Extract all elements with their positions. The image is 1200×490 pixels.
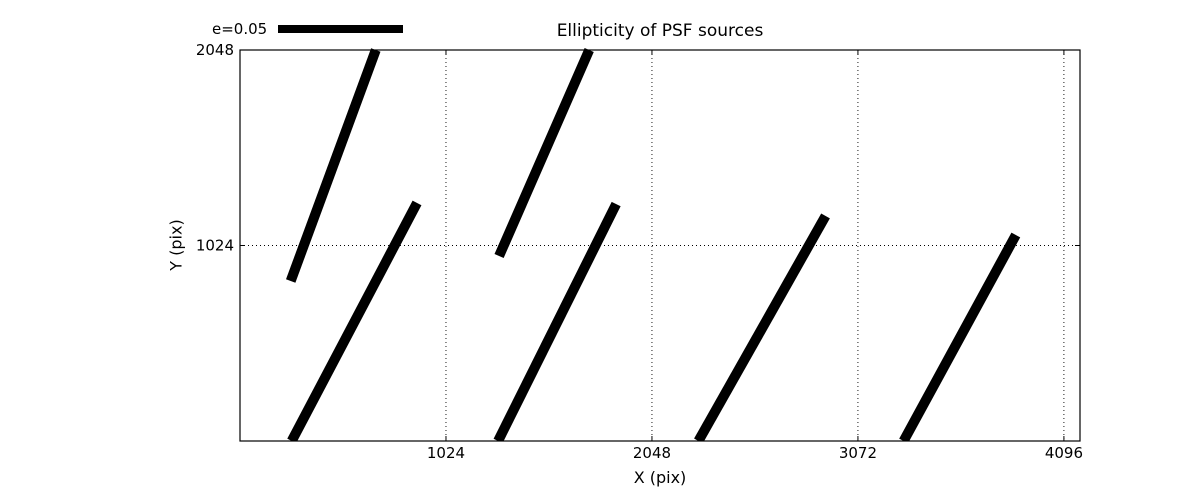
whisker-segment: [694, 213, 830, 441]
x-tick-label: 3072: [839, 444, 877, 462]
whisker-segment: [493, 201, 621, 441]
x-axis-label: X (pix): [633, 468, 687, 487]
whisker-segment: [494, 47, 594, 259]
y-tick-label: 1024: [196, 237, 234, 255]
whisker-group: [285, 47, 1021, 441]
whisker-segment: [287, 200, 422, 441]
plot-title: Ellipticity of PSF sources: [556, 21, 764, 41]
legend-line-sample: [278, 25, 404, 33]
whisker-segment: [899, 232, 1021, 441]
whisker-segment: [285, 48, 381, 283]
x-tick-label: 2048: [633, 444, 671, 462]
x-tick-label: 4096: [1045, 444, 1083, 462]
y-axis-label: Y (pix): [166, 219, 186, 271]
legend-label: e=0.05: [212, 20, 268, 38]
y-tick-label: 2048: [196, 41, 234, 59]
x-tick-label: 1024: [427, 444, 465, 462]
legend: e=0.05: [212, 20, 404, 38]
